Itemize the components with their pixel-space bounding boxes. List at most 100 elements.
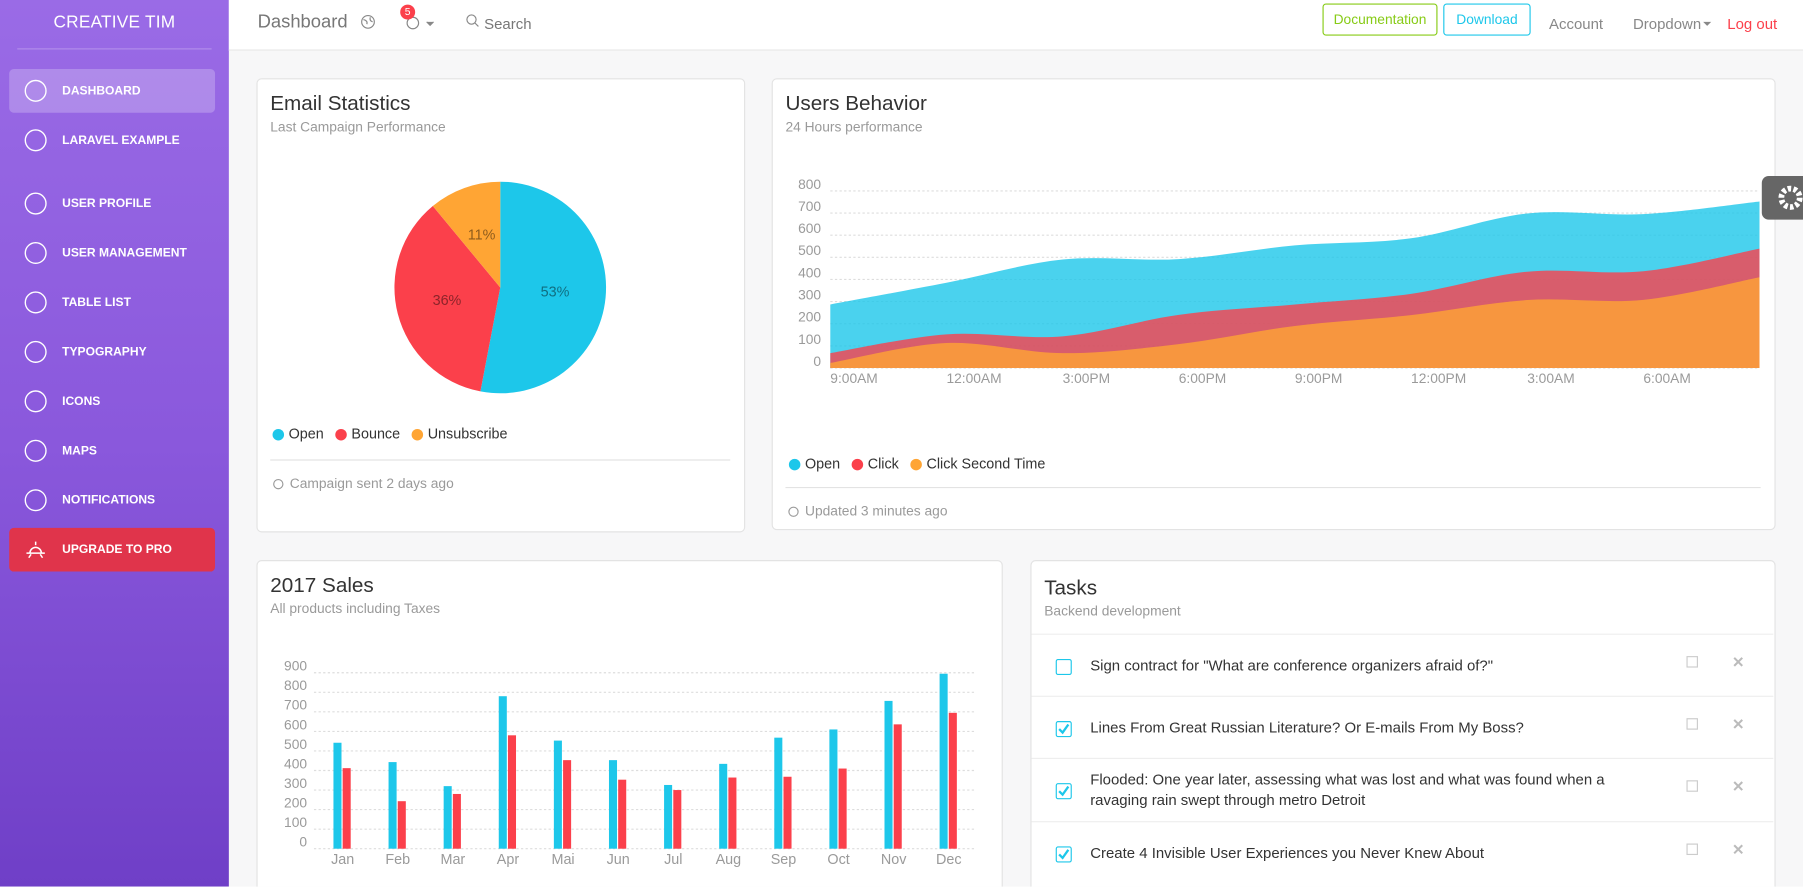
nav-item[interactable]: LARAVEL EXAMPLE xyxy=(9,118,215,162)
x-tick-label: Apr xyxy=(497,852,520,868)
bar xyxy=(673,790,682,849)
nav-item[interactable]: MAPS xyxy=(9,429,215,473)
card-title: Users Behavior xyxy=(785,92,927,115)
nav-item[interactable]: TABLE LIST xyxy=(9,281,215,325)
account-link[interactable]: Account xyxy=(1549,14,1604,33)
download-button[interactable]: Download xyxy=(1443,3,1531,36)
edit-icon[interactable] xyxy=(1686,842,1698,855)
icon-shape xyxy=(24,489,47,512)
remove-icon[interactable] xyxy=(1733,718,1743,729)
y-tick-label: 500 xyxy=(798,243,821,258)
y-tick-label: 200 xyxy=(798,310,821,325)
legend-swatch xyxy=(411,428,424,441)
icon xyxy=(24,291,47,314)
task-actions xyxy=(1686,842,1743,855)
icon xyxy=(24,340,47,363)
remove-icon[interactable] xyxy=(1733,781,1743,791)
x-tick-label: 9:00PM xyxy=(1295,371,1342,386)
x-tick-label: Mar xyxy=(440,852,465,868)
x-tick-label: 12:00AM xyxy=(946,371,1001,386)
remove-icon[interactable] xyxy=(1733,656,1743,667)
brand[interactable]: CREATIVE TIM xyxy=(53,12,176,33)
footer-icon xyxy=(273,478,284,490)
bar xyxy=(948,712,957,849)
icon xyxy=(24,439,47,462)
card-title: Tasks xyxy=(1044,576,1098,600)
task-actions xyxy=(1686,717,1743,730)
bar xyxy=(783,776,792,849)
x-tick-label: Feb xyxy=(385,852,410,868)
bar xyxy=(838,768,847,849)
card-subtitle: 24 Hours performance xyxy=(785,119,922,134)
globe-icon[interactable] xyxy=(360,14,376,30)
task-text: Sign contract for "What are conference o… xyxy=(1090,656,1494,674)
logout-link[interactable]: Log out xyxy=(1727,14,1778,33)
bar xyxy=(507,735,517,849)
y-tick-label: 500 xyxy=(284,737,307,752)
documentation-button[interactable]: Documentation xyxy=(1322,3,1438,36)
card-title: 2017 Sales xyxy=(270,574,374,597)
label: USER PROFILE xyxy=(62,196,152,211)
nav-item[interactable]: ICONS xyxy=(9,380,215,424)
nav-item[interactable]: USER MANAGEMENT xyxy=(9,231,215,275)
edit-icon[interactable] xyxy=(1686,717,1698,730)
checkbox[interactable] xyxy=(1055,845,1072,862)
tasks-header: Tasks Backend development xyxy=(1032,561,1774,633)
icon-shape xyxy=(24,79,47,102)
legend-label: Click Second Time xyxy=(926,456,1045,472)
checkbox[interactable] xyxy=(1055,720,1072,737)
x-tick-label: Dec xyxy=(936,852,962,868)
legend-swatch xyxy=(335,428,347,441)
x-tick-label: Mai xyxy=(551,852,574,868)
nav-item[interactable]: DASHBOARD xyxy=(9,69,216,113)
edit-icon[interactable] xyxy=(1686,655,1698,667)
edit-icon[interactable] xyxy=(1686,780,1698,792)
icon-shape xyxy=(24,340,47,363)
nav-item[interactable]: NOTIFICATIONS xyxy=(9,478,215,522)
task-actions xyxy=(1686,780,1743,792)
y-tick-label: 100 xyxy=(284,815,307,830)
footer-text: Updated 3 minutes ago xyxy=(805,503,948,518)
bar xyxy=(608,760,618,849)
label: NOTIFICATIONS xyxy=(62,493,156,508)
label: TABLE LIST xyxy=(62,295,131,310)
label: USER MANAGEMENT xyxy=(62,246,187,260)
check-mark xyxy=(1058,848,1070,860)
footer-icon xyxy=(788,506,799,517)
tasks-card: Tasks Backend development Sign contract … xyxy=(1031,561,1774,883)
bar xyxy=(618,779,627,849)
remove-icon[interactable] xyxy=(1733,843,1743,854)
check-path xyxy=(1058,848,1070,860)
check-path xyxy=(1058,785,1070,797)
legend-swatch xyxy=(272,428,285,441)
nav-item[interactable]: USER PROFILE xyxy=(9,182,215,226)
dropdown-link[interactable]: Dropdown xyxy=(1633,14,1702,33)
area xyxy=(830,277,1760,368)
bar xyxy=(774,737,783,849)
icon xyxy=(24,192,47,215)
bar xyxy=(388,762,397,849)
pie-slice xyxy=(432,181,501,288)
label: ICONS xyxy=(62,394,101,409)
search[interactable]: Search xyxy=(484,14,532,33)
bar xyxy=(443,786,452,849)
legend-label: Open xyxy=(805,456,840,472)
task-row: Create 4 Invisible User Experiences you … xyxy=(1031,821,1774,883)
x-tick-label: Oct xyxy=(827,852,849,868)
x-tick-label: 6:00AM xyxy=(1643,371,1691,386)
separator xyxy=(17,48,212,50)
bar xyxy=(728,777,737,849)
slice-label: 36% xyxy=(433,293,462,309)
label: UPGRADE TO PRO xyxy=(62,542,172,557)
card-subtitle: Last Campaign Performance xyxy=(270,119,446,134)
settings-tab[interactable] xyxy=(1761,175,1803,220)
checkbox[interactable] xyxy=(1055,783,1072,800)
upgrade-button[interactable]: UPGRADE TO PRO xyxy=(9,527,216,572)
bar xyxy=(342,768,351,849)
checkbox[interactable] xyxy=(1055,658,1072,675)
card-title: Email Statistics xyxy=(270,92,410,115)
nav-item[interactable]: TYPOGRAPHY xyxy=(9,330,215,374)
x-tick-label: Jan xyxy=(331,852,354,868)
icon-shape xyxy=(24,241,47,265)
